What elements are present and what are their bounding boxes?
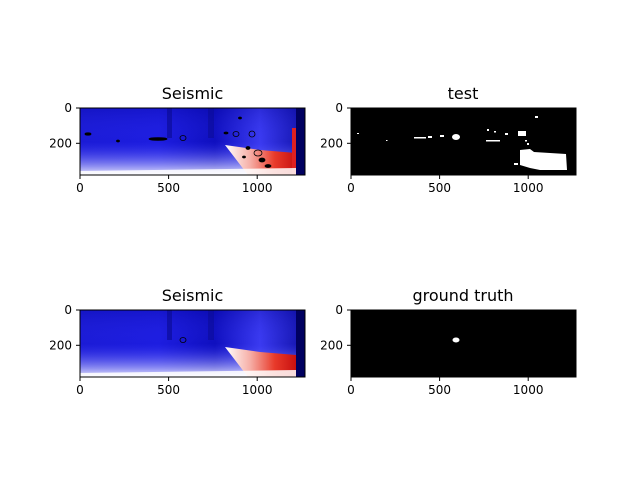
panel-ground-truth: ground truth 0 500 1000 0 200	[320, 286, 577, 397]
panel-seismic-top: Seismic	[49, 84, 306, 195]
y-axis: 0 200	[320, 101, 351, 151]
panel-title: Seismic	[162, 84, 224, 103]
x-tick-label: 1000	[242, 383, 273, 397]
x-axis: 0 500 1000	[76, 377, 272, 397]
x-tick-label: 500	[157, 383, 180, 397]
x-axis: 0 500 1000	[76, 175, 272, 195]
x-tick-label: 1000	[242, 181, 273, 195]
y-axis: 0 200	[320, 303, 351, 353]
x-axis: 0 500 1000	[347, 377, 543, 397]
x-tick-label: 0	[347, 181, 355, 195]
seismic-image	[80, 108, 305, 175]
x-axis: 0 500 1000	[347, 175, 543, 195]
mask-blob	[452, 337, 460, 343]
x-tick-label: 500	[428, 181, 451, 195]
y-tick-label: 0	[64, 101, 72, 115]
x-tick-label: 0	[76, 383, 84, 397]
panel-title: Seismic	[162, 286, 224, 305]
y-tick-label: 0	[335, 101, 343, 115]
panel-seismic-bottom: Seismic 0 500 1000 0 200	[49, 286, 306, 397]
panel-title: ground truth	[412, 286, 513, 305]
y-tick-label: 200	[49, 137, 72, 151]
x-tick-label: 0	[347, 383, 355, 397]
x-tick-label: 1000	[513, 383, 544, 397]
x-tick-label: 500	[157, 181, 180, 195]
x-tick-label: 0	[76, 181, 84, 195]
panel-title: test	[448, 84, 479, 103]
x-tick-label: 500	[428, 383, 451, 397]
y-tick-label: 0	[335, 303, 343, 317]
y-tick-label: 200	[320, 137, 343, 151]
y-tick-label: 200	[320, 339, 343, 353]
seismic-image	[80, 310, 305, 377]
y-axis: 0 200	[49, 303, 80, 353]
panel-test: test 0 500 1000	[320, 84, 577, 195]
x-tick-label: 1000	[513, 181, 544, 195]
y-axis: 0 200	[49, 101, 80, 151]
mask-blobs	[357, 116, 567, 170]
y-tick-label: 200	[49, 339, 72, 353]
y-tick-label: 0	[64, 303, 72, 317]
mask-image	[351, 310, 576, 377]
